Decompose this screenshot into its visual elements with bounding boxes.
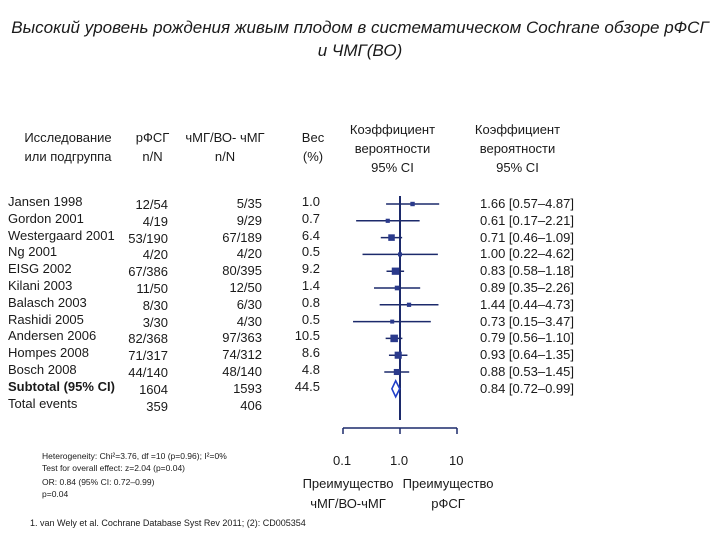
chart-title-line2: и ЧМГ(ВО): [317, 41, 403, 60]
rfsh-value: 53/190: [128, 230, 168, 246]
hmg-value: 74/312: [222, 347, 262, 363]
point-estimate-marker: [391, 267, 400, 275]
header-study: Исследование или подгруппа: [24, 130, 112, 164]
weight-value: 1.4: [301, 277, 320, 293]
overall-effect-note: Test for overall effect: z=2.04 (p=0.04): [42, 463, 186, 473]
hmg-column: 5/35 9/29 67/189 4/20 80/395 12/50 6/30 …: [190, 196, 262, 414]
header-or-plot: Коэффициент вероятности 95% CI: [349, 122, 436, 175]
weight-value: 8.6: [301, 345, 320, 361]
ci-text-subtotal: 0.84 [0.72–0.99]: [480, 380, 574, 396]
ci-text: 1.66 [0.57–4.87]: [480, 196, 574, 211]
subtotal-diamond: [390, 378, 401, 399]
header-hmg: чМГ/ВО- чМГ n/N: [185, 130, 265, 164]
point-estimate-marker: [390, 319, 395, 324]
weight-value: 0.5: [301, 311, 320, 327]
study-name: Gordon 2001: [8, 210, 84, 226]
point-estimate-marker: [393, 368, 400, 376]
weight-value: 6.4: [301, 227, 320, 243]
weight-value: 0.8: [301, 294, 320, 310]
study-names-column: Jansen 1998 Gordon 2001 Westergaard 2001…: [8, 194, 115, 412]
hmg-value: 9/29: [236, 212, 262, 228]
study-name: Andersen 2006: [8, 328, 97, 344]
chart-title-line1: Высокий уровень рождения живым плодом в …: [11, 18, 709, 37]
study-name: EISG 2002: [8, 261, 72, 277]
study-name: Kilani 2003: [8, 277, 73, 293]
ci-text: 1.00 [0.22–4.62]: [480, 246, 574, 262]
rfsh-value: 71/317: [128, 348, 168, 364]
hmg-value: 4/30: [236, 313, 262, 329]
point-estimate-marker: [410, 201, 415, 207]
weight-value: 1.0: [301, 194, 320, 209]
heterogeneity-note: Heterogeneity: Chi²=3.76, df =10 (p=0.96…: [42, 451, 227, 461]
rfsh-value: 82/368: [128, 331, 168, 347]
point-estimate-marker: [398, 252, 402, 257]
header-or-text: Коэффициент вероятности 95% CI: [474, 122, 561, 175]
ci-text: 0.89 [0.35–2.26]: [480, 279, 574, 295]
subtotal-label: Subtotal (95% CI): [8, 378, 115, 394]
point-estimate-marker: [390, 334, 398, 343]
rfsh-value: 67/386: [128, 264, 168, 280]
hmg-value: 12/50: [229, 279, 262, 295]
study-name: Balasch 2003: [8, 294, 87, 310]
favours-right-label: Преимущество рФСГ: [402, 476, 494, 511]
study-name: Ng 2001: [8, 244, 58, 260]
rfsh-value: 11/50: [136, 280, 168, 296]
ci-text: 0.73 [0.15–3.47]: [480, 313, 574, 329]
header-weight: Вес (%): [301, 130, 325, 164]
rfsh-value: 44/140: [128, 364, 168, 380]
weight-column: 1.0 0.7 6.4 0.5 9.2 1.4 0.8 0.5 10.5 8.6…: [282, 194, 320, 396]
favours-left-label: Преимущество чМГ/ВО-чМГ: [302, 476, 394, 511]
rfsh-value: 4/19: [142, 213, 168, 229]
rfsh-total-events: 359: [146, 398, 168, 414]
reference-footnote: 1. van Wely et al. Cochrane Database Sys…: [30, 518, 306, 528]
weight-value: 4.8: [301, 361, 320, 377]
hmg-subtotal: 1593: [233, 380, 262, 396]
ci-text: 0.88 [0.53–1.45]: [480, 363, 574, 379]
weight-value: 10.5: [294, 328, 320, 344]
hmg-value: 6/30: [236, 296, 262, 312]
rfsh-value: 4/20: [142, 247, 168, 263]
study-name: Hompes 2008: [8, 345, 89, 361]
study-name: Rashidi 2005: [8, 311, 84, 327]
point-estimate-marker: [385, 218, 390, 223]
rfsh-subtotal: 1604: [139, 381, 168, 397]
weight-subtotal: 44.5: [294, 378, 320, 394]
point-estimate-marker: [406, 302, 412, 307]
or-summary-note: OR: 0.84 (95% CI: 0.72–0.99): [42, 477, 155, 487]
total-events-label: Total events: [8, 395, 78, 411]
rfsh-value: 8/30: [142, 297, 168, 313]
hmg-value: 48/140: [222, 363, 262, 379]
point-estimate-marker: [394, 285, 400, 291]
x-tick-label: 1.0: [390, 453, 409, 468]
hmg-value: 4/20: [236, 246, 262, 262]
p-value-note: p=0.04: [42, 489, 69, 499]
hmg-value: 80/395: [222, 263, 262, 279]
rfsh-value: 12/54: [135, 197, 168, 212]
x-tick-label: 10: [449, 453, 464, 468]
study-name: Jansen 1998: [8, 194, 83, 209]
hmg-value: 5/35: [236, 196, 262, 211]
hmg-total-events: 406: [240, 397, 262, 413]
hmg-value: 97/363: [222, 330, 262, 346]
ci-text: 0.61 [0.17–2.21]: [480, 212, 574, 228]
rfsh-value: 3/30: [142, 314, 168, 330]
weight-value: 0.7: [301, 210, 320, 226]
ci-text: 0.79 [0.56–1.10]: [480, 330, 574, 346]
point-estimate-marker: [388, 234, 395, 241]
ci-text-column: 1.66 [0.57–4.87] 0.61 [0.17–2.21] 0.71 […: [462, 196, 574, 398]
header-rfsh: рФСГ n/N: [135, 130, 170, 164]
rfsh-column: 12/54 4/19 53/190 4/20 67/386 11/50 8/30…: [112, 197, 168, 415]
ci-text: 0.83 [0.58–1.18]: [480, 263, 574, 279]
hmg-value: 67/189: [222, 229, 262, 245]
x-tick-label: 0.1: [333, 453, 352, 468]
study-name: Bosch 2008: [8, 361, 77, 377]
study-name: Westergaard 2001: [8, 227, 115, 243]
weight-value: 0.5: [301, 244, 320, 260]
point-estimate-marker: [394, 351, 402, 359]
ci-text: 0.93 [0.64–1.35]: [480, 347, 574, 363]
ci-text: 1.44 [0.44–4.73]: [480, 296, 574, 312]
ci-text: 0.71 [0.46–1.09]: [480, 229, 574, 245]
weight-value: 9.2: [301, 261, 320, 277]
